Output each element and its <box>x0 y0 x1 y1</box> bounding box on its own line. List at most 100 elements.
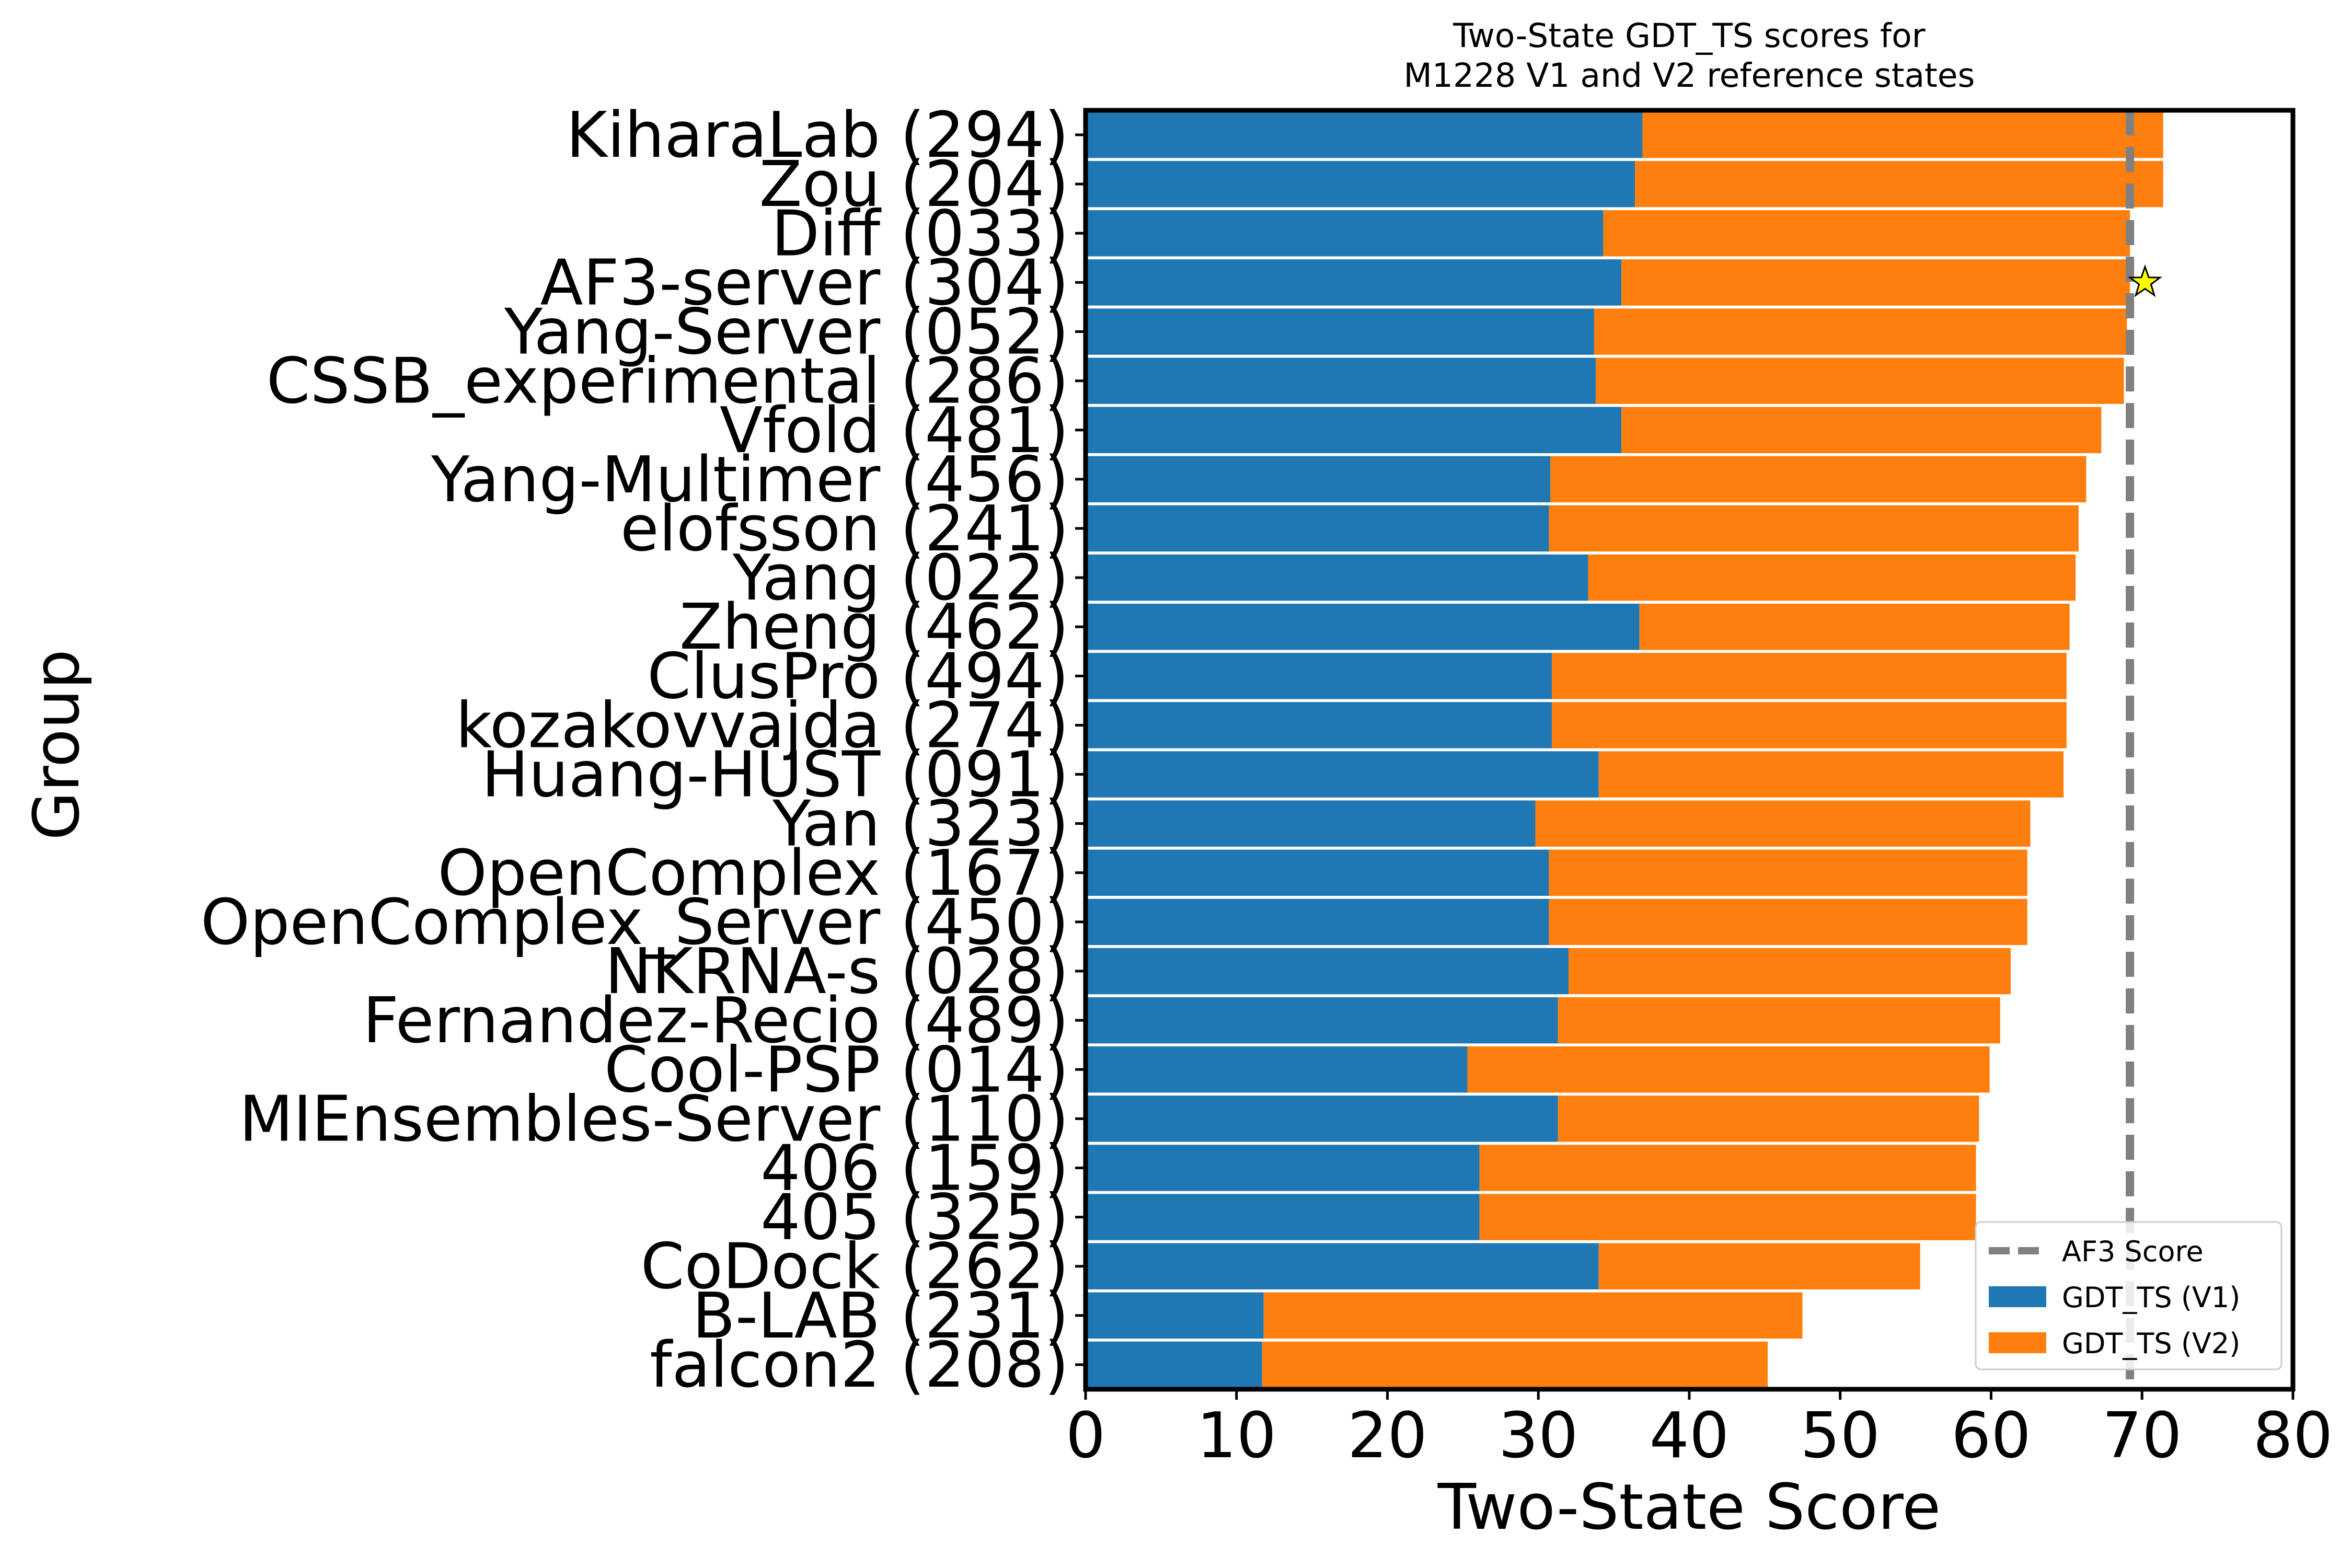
y-tick-label: Yang (022) <box>732 542 1069 615</box>
y-tick-labels: KiharaLab (294)Zou (204)Diff (033)AF3-se… <box>201 99 1086 1402</box>
y-tick-label: Cool-PSP (014) <box>604 1034 1069 1106</box>
bar-v2 <box>1263 1292 1803 1339</box>
y-tick-label: Yang-Server (052) <box>504 296 1069 369</box>
y-tick-label: OpenComplex_Server (450) <box>201 886 1069 959</box>
bar-v1 <box>1086 1194 1480 1240</box>
y-tick-label: KiharaLab (294) <box>566 99 1069 172</box>
legend: AF3 Score GDT_TS (V1) GDT_TS (V2) <box>1975 1221 2282 1370</box>
y-tick-label: Yan (323) <box>772 788 1069 861</box>
bar-v1 <box>1086 456 1551 503</box>
bars-group <box>1086 111 2163 1388</box>
bar-v2 <box>1549 505 2079 552</box>
y-tick-label: CSSB_experimental (286) <box>267 345 1069 418</box>
y-tick-label: ClusPro (494) <box>647 640 1069 713</box>
bar-v1 <box>1086 358 1596 404</box>
bar-v1 <box>1086 751 1599 798</box>
bar-v2 <box>1467 1046 1990 1093</box>
bar-v1 <box>1086 898 1549 946</box>
bar-v1 <box>1086 210 1604 257</box>
x-axis: 0 10 20 30 40 50 60 70 80 <box>1066 1389 2333 1472</box>
title-line: M1228 V1 and V2 reference states <box>1404 56 1975 95</box>
bar-v2 <box>1639 603 2070 650</box>
bar-v2 <box>1549 898 2027 946</box>
title-line: Two-State GDT_TS scores for <box>1452 17 1925 55</box>
bar-v1 <box>1086 160 1635 207</box>
bar-v1 <box>1086 1292 1264 1339</box>
bar-v2 <box>1635 160 2163 207</box>
bar-v2 <box>1550 456 2086 503</box>
bar-v2 <box>1621 407 2102 453</box>
y-tick-label: Vfold (481) <box>720 395 1069 467</box>
bar-v1 <box>1086 1046 1468 1093</box>
y-tick-label: Zou (204) <box>759 148 1069 221</box>
y-tick-label: Diff (033) <box>771 198 1069 270</box>
bar-v1 <box>1086 1145 1480 1191</box>
legend-label: GDT_TS (V1) <box>2062 1281 2240 1314</box>
bar-v1 <box>1086 259 1622 306</box>
legend-swatch <box>1989 1286 2046 1307</box>
bar-v2 <box>1603 210 2130 257</box>
y-tick-label: 406 (159) <box>760 1132 1069 1205</box>
bar-v1 <box>1086 308 1595 355</box>
bar-v1 <box>1086 997 1558 1044</box>
x-tick-label: 80 <box>2253 1400 2333 1472</box>
bar-v1 <box>1086 505 1549 552</box>
y-tick-label: B-LAB (231) <box>693 1280 1069 1353</box>
bar-v2 <box>1588 554 2076 601</box>
legend-label: GDT_TS (V2) <box>2062 1327 2240 1360</box>
bar-v2 <box>1621 259 2130 306</box>
bar-v2 <box>1535 800 2031 847</box>
bar-v2 <box>1558 997 2000 1044</box>
bar-v2 <box>1598 751 2064 798</box>
y-tick-label: NKRNA-s (028) <box>605 936 1069 1008</box>
reference-line-group <box>2126 110 2162 1389</box>
plot-frame <box>1083 108 2296 1392</box>
x-tick-label: 20 <box>1347 1400 1427 1472</box>
bar-v1 <box>1086 603 1640 650</box>
bar-v2 <box>1569 948 2011 995</box>
x-tick-label: 70 <box>2102 1400 2182 1472</box>
bar-v1 <box>1086 653 1552 699</box>
y-tick-label: Zheng (462) <box>679 591 1069 664</box>
x-tick-label: 10 <box>1196 1400 1276 1472</box>
y-axis-label: Group <box>21 649 94 840</box>
y-tick-label: falcon2 (208) <box>650 1329 1069 1402</box>
bar-v1 <box>1086 849 1549 896</box>
y-tick-label: Fernandez-Recio (489) <box>363 985 1069 1057</box>
x-tick-label: 0 <box>1066 1400 1105 1472</box>
bar-v1 <box>1086 1243 1599 1289</box>
bar-v2 <box>1552 653 2067 699</box>
bar-v2 <box>1552 702 2067 748</box>
legend-swatch <box>1989 1332 2046 1353</box>
bar-v2 <box>1598 1243 1920 1289</box>
legend-box <box>1975 1221 2282 1370</box>
bar-v2 <box>1262 1341 1768 1388</box>
bar-v1 <box>1086 702 1552 748</box>
bar-v1 <box>1086 800 1536 847</box>
y-tick-label: Huang-HUST (091) <box>481 739 1069 812</box>
bar-v1 <box>1086 1096 1558 1142</box>
legend-label: AF3 Score <box>2062 1235 2204 1268</box>
y-tick-label: OpenComplex (167) <box>437 837 1069 910</box>
x-tick-label: 60 <box>1951 1400 2031 1472</box>
y-tick-label: MIEnsembles-Server (110) <box>239 1083 1069 1156</box>
bar-v2 <box>1594 308 2127 355</box>
bar-v2 <box>1479 1194 1976 1240</box>
bar-v1 <box>1086 111 1643 158</box>
x-tick-label: 40 <box>1650 1400 1730 1472</box>
bar-v1 <box>1086 948 1569 995</box>
y-tick-label: CoDock (262) <box>641 1231 1069 1304</box>
x-tick-label: 50 <box>1800 1400 1880 1472</box>
bar-v2 <box>1595 358 2124 404</box>
chart-title: Two-State GDT_TS scores for M1228 V1 and … <box>1404 17 1975 95</box>
y-tick-label: kozakovvajda (274) <box>456 689 1069 762</box>
y-tick-label: AF3-server (304) <box>540 247 1069 319</box>
y-tick-label: elofsson (241) <box>620 493 1069 566</box>
y-tick-label: 405 (325) <box>760 1182 1069 1254</box>
bar-v1 <box>1086 407 1622 453</box>
star-marker <box>2128 264 2162 297</box>
x-tick-label: 30 <box>1498 1400 1578 1472</box>
bar-v1 <box>1086 1341 1262 1388</box>
bar-v1 <box>1086 554 1588 601</box>
